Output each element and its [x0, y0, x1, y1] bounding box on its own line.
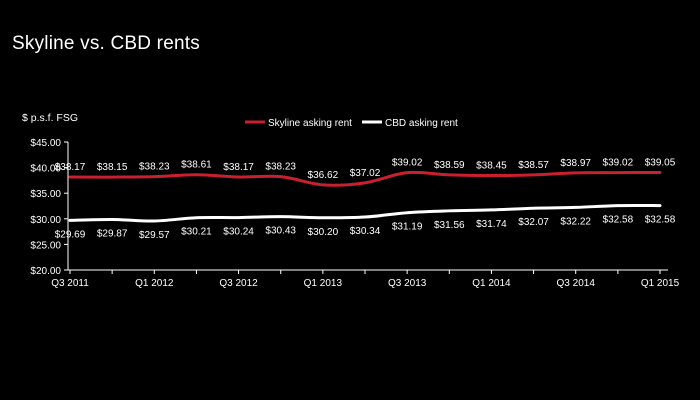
skyline-data-label: $38.15: [97, 162, 128, 173]
skyline-data-label: $38.61: [181, 160, 212, 171]
cbd-data-label: $29.57: [139, 230, 170, 241]
slide-title: Skyline vs. CBD rents: [12, 33, 200, 54]
x-tick-label: Q1 2015: [641, 278, 680, 289]
cbd-data-label: $30.21: [181, 227, 212, 238]
cbd-data-label: $31.74: [476, 219, 507, 230]
y-axis-unit-label: $ p.s.f. FSG: [22, 112, 79, 124]
cbd-data-label: $31.19: [392, 222, 423, 233]
skyline-data-label: $38.59: [434, 160, 465, 171]
skyline-data-label: $38.23: [265, 162, 296, 173]
y-axis: $20.00 $25.00 $30.00 $35.00 $40.00 $45.00: [30, 138, 69, 277]
y-tick-label: $35.00: [30, 189, 61, 200]
skyline-data-label: $38.17: [55, 162, 86, 173]
skyline-data-label: $38.45: [476, 161, 507, 172]
cbd-data-label: $30.34: [350, 226, 381, 237]
cbd-data-label: $30.20: [308, 227, 339, 238]
cbd-data-label: $32.07: [518, 217, 549, 228]
skyline-data-label: $39.02: [392, 158, 423, 169]
x-tick-label: Q3 2013: [388, 278, 427, 289]
skyline-data-label: $38.17: [223, 162, 254, 173]
y-tick-label: $30.00: [30, 215, 61, 226]
skyline-data-label: $39.02: [603, 158, 634, 169]
cbd-data-label: $32.22: [560, 216, 591, 227]
cbd-data-label: $30.43: [265, 226, 296, 237]
data-labels: $38.17 $38.15 $38.23 $38.61 $38.17 $38.23 $36.…: [55, 157, 676, 241]
skyline-legend-label: Skyline asking rent: [268, 118, 352, 129]
x-tick-label: Q1 2014: [472, 278, 511, 289]
cbd-data-label: $29.87: [97, 228, 128, 239]
skyline-data-label: $38.97: [560, 158, 591, 169]
cbd-data-label: $32.58: [645, 215, 676, 226]
y-tick-label: $25.00: [30, 240, 61, 251]
skyline-data-label: $38.23: [139, 162, 170, 173]
skyline-data-label: $36.62: [308, 170, 339, 181]
x-tick-label: Q1 2013: [304, 278, 343, 289]
y-tick-label: $45.00: [30, 138, 61, 149]
cbd-data-label: $29.69: [55, 229, 86, 240]
cbd-data-label: $30.24: [223, 227, 254, 238]
cbd-legend-label: CBD asking rent: [385, 118, 458, 129]
series-group: [68, 170, 662, 223]
skyline-data-label: $37.02: [350, 168, 381, 179]
y-tick-label: $20.00: [30, 266, 61, 277]
x-tick-label: Q1 2012: [135, 278, 174, 289]
cbd-series-line: [68, 203, 662, 223]
cbd-data-label: $31.56: [434, 220, 465, 231]
skyline-series-line: [68, 170, 662, 187]
skyline-data-label: $39.05: [645, 157, 676, 168]
y-tick-label: $40.00: [30, 164, 61, 175]
skyline-data-label: $38.57: [518, 160, 549, 171]
x-tick-label: Q3 2012: [219, 278, 258, 289]
x-tick-label: Q3 2011: [51, 278, 89, 289]
cbd-data-label: $32.58: [603, 215, 634, 226]
x-axis: Q3 2011 Q1 2012 Q3 2012 Q1 2013 Q3 2013 Q1 20…: [51, 269, 680, 289]
x-tick-label: Q3 2014: [557, 278, 596, 289]
chart-legend: Skyline asking rent CBD asking rent: [245, 118, 458, 129]
